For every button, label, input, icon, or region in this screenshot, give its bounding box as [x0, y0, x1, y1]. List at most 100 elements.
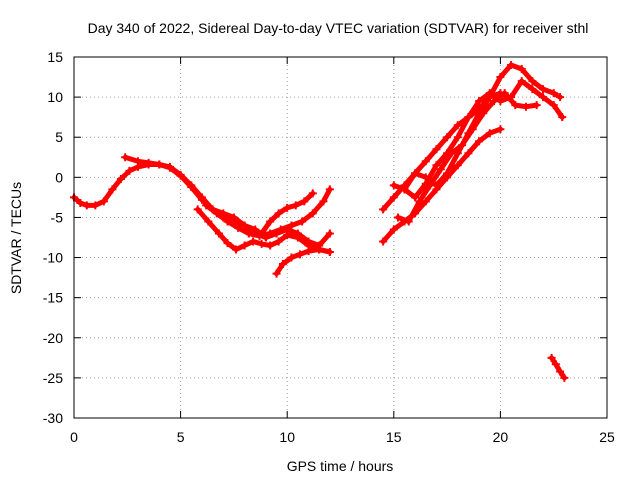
- data-point: [125, 166, 134, 175]
- x-tick-label: 15: [386, 429, 402, 445]
- data-point: [325, 247, 334, 256]
- data-point: [549, 89, 558, 98]
- data-point: [212, 209, 221, 218]
- data-point: [464, 129, 473, 138]
- data-point: [133, 157, 142, 166]
- data-point: [266, 229, 275, 238]
- data-point: [453, 161, 462, 170]
- data-point: [485, 129, 494, 138]
- data-series-arc-11: [400, 89, 505, 194]
- data-point: [539, 85, 548, 94]
- y-tick-label: 0: [55, 169, 63, 185]
- y-tick-label: -5: [51, 209, 64, 225]
- data-series-arc-12: [547, 353, 569, 382]
- data-point: [214, 229, 223, 238]
- data-point: [528, 85, 537, 94]
- data-point: [558, 113, 567, 122]
- data-point: [144, 158, 153, 167]
- data-point: [287, 253, 296, 262]
- data-point: [249, 237, 258, 246]
- data-point: [532, 101, 541, 110]
- x-tick-label: 20: [493, 429, 509, 445]
- data-point: [193, 205, 202, 214]
- data-point: [475, 137, 484, 146]
- data-point: [304, 247, 313, 256]
- series-line: [380, 126, 503, 244]
- data-point: [187, 182, 196, 191]
- data-point: [315, 245, 324, 254]
- data-point: [272, 269, 281, 278]
- data-point: [308, 209, 317, 218]
- data-point: [232, 245, 241, 254]
- data-series-arc-6: [272, 245, 334, 278]
- data-point: [283, 231, 292, 240]
- y-tick-label: 10: [47, 89, 63, 105]
- data-point: [549, 101, 558, 110]
- data-point: [453, 121, 462, 130]
- data-point: [240, 241, 249, 250]
- data-point: [560, 373, 569, 382]
- data-point: [291, 201, 300, 210]
- data-point: [464, 149, 473, 158]
- data-point: [496, 89, 505, 98]
- data-point: [155, 160, 164, 169]
- y-tick-label: 15: [47, 49, 63, 65]
- data-point: [436, 165, 445, 174]
- data-point: [379, 205, 388, 214]
- data-point: [223, 239, 232, 248]
- data-point: [325, 185, 334, 194]
- data-point: [432, 145, 441, 154]
- x-tick-label: 5: [177, 429, 185, 445]
- data-point: [99, 197, 108, 206]
- data-point: [556, 93, 565, 102]
- data-point: [475, 97, 484, 106]
- data-point: [319, 197, 328, 206]
- data-point: [240, 221, 249, 230]
- data-layer: [70, 61, 569, 382]
- data-point: [223, 217, 232, 226]
- y-tick-label: -10: [43, 250, 63, 266]
- data-point: [266, 241, 275, 250]
- data-point: [283, 203, 292, 212]
- x-tick-label: 25: [599, 429, 615, 445]
- data-point: [121, 153, 130, 162]
- data-point: [400, 185, 409, 194]
- data-point: [229, 213, 238, 222]
- data-point: [464, 113, 473, 122]
- data-point: [287, 221, 296, 230]
- y-tick-label: -25: [43, 370, 63, 386]
- data-point: [517, 65, 526, 74]
- data-point: [293, 233, 302, 242]
- data-point: [278, 259, 287, 268]
- data-point: [517, 77, 526, 86]
- data-point: [379, 237, 388, 246]
- data-point: [204, 217, 213, 226]
- data-point: [202, 201, 211, 210]
- data-point: [295, 250, 304, 259]
- data-point: [197, 195, 206, 204]
- data-point: [496, 125, 505, 134]
- series-line: [402, 90, 503, 192]
- data-point: [421, 173, 430, 182]
- data-point: [244, 229, 253, 238]
- data-series-arc-4: [202, 185, 334, 240]
- data-point: [274, 209, 283, 218]
- data-point: [394, 213, 403, 222]
- data-series-arc-8: [389, 77, 567, 202]
- x-axis-label: GPS time / hours: [287, 458, 394, 474]
- x-tick-label: 0: [70, 429, 78, 445]
- data-point: [453, 133, 462, 142]
- y-tick-label: 5: [55, 129, 63, 145]
- grid-lines: [74, 57, 607, 418]
- data-point: [453, 149, 462, 158]
- data-point: [539, 93, 548, 102]
- data-point: [485, 93, 494, 102]
- data-point: [443, 133, 452, 142]
- data-point: [551, 360, 560, 369]
- data-point: [389, 193, 398, 202]
- y-tick-label: -30: [43, 410, 63, 426]
- data-point: [475, 109, 484, 118]
- y-tick-label: -20: [43, 330, 63, 346]
